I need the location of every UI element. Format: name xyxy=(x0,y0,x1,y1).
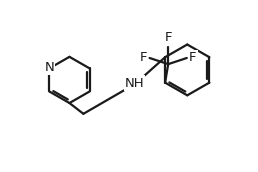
Text: F: F xyxy=(189,51,197,64)
Text: F: F xyxy=(140,51,147,64)
Text: F: F xyxy=(164,31,172,44)
Text: NH: NH xyxy=(125,77,144,89)
Text: N: N xyxy=(44,61,54,74)
